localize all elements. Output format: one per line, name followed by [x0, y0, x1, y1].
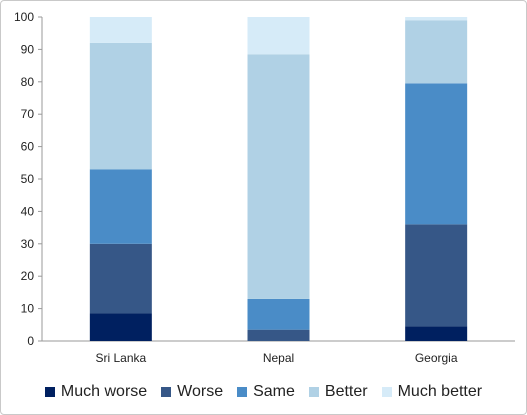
x-axis: Sri Lanka Nepal Georgia	[42, 340, 515, 365]
stacked-bar-chart: 0 10 20 30 40 50 60 70 80 90 100 Sri Lanka Nepal Geo…	[14, 10, 515, 365]
bar-segment-same	[89, 169, 152, 244]
legend-label: Much better	[397, 383, 483, 400]
x-category-label: Sri Lanka	[95, 351, 146, 365]
y-tick-label: 90	[21, 42, 35, 56]
legend-swatch	[308, 387, 319, 397]
y-tick-label: 20	[21, 269, 35, 283]
y-tick-label: 10	[21, 302, 35, 316]
legend-label: Better	[324, 383, 368, 400]
y-tick-label: 0	[27, 334, 34, 348]
legend-item: Much better	[381, 383, 483, 401]
y-axis: 0 10 20 30 40 50 60 70 80 90 100	[14, 10, 43, 348]
bar-segment-worse	[405, 224, 468, 327]
y-tick-label: 30	[21, 237, 35, 251]
legend-swatch	[381, 387, 392, 397]
x-category-label: Nepal	[263, 351, 294, 365]
legend-swatch	[44, 387, 55, 397]
bars	[89, 17, 468, 341]
bar-segment-much-worse	[405, 326, 468, 341]
bar-segment-same	[247, 298, 310, 330]
y-tick-label: 70	[21, 107, 35, 121]
y-tick-label: 80	[21, 75, 35, 89]
y-tick-label: 50	[21, 172, 35, 186]
bar-segment-same	[405, 83, 468, 225]
legend-item: Worse	[161, 383, 223, 401]
bar-segment-worse	[247, 329, 310, 341]
y-tick-label: 40	[21, 204, 35, 218]
legend-item: Better	[308, 383, 368, 401]
bar-segment-much-better	[405, 17, 468, 21]
bar-segment-much-better	[247, 17, 310, 55]
legend-item: Same	[237, 383, 295, 401]
legend: Much worse Worse Same Better Much better	[0, 380, 527, 404]
bar-segment-better	[89, 42, 152, 170]
legend-label: Worse	[177, 383, 224, 400]
legend-item: Much worse	[44, 383, 148, 401]
bar-segment-much-worse	[89, 313, 152, 341]
legend-label: Same	[253, 383, 295, 400]
legend-swatch	[237, 387, 248, 397]
bar-segment-worse	[89, 243, 152, 314]
legend-swatch	[161, 387, 172, 397]
y-tick-label: 60	[21, 140, 35, 154]
bar-segment-better	[405, 20, 468, 84]
x-category-label: Georgia	[415, 351, 458, 365]
legend-label: Much worse	[60, 383, 148, 400]
bar-segment-better	[247, 54, 310, 299]
y-tick-label: 100	[14, 10, 34, 24]
bar-segment-much-better	[89, 17, 152, 43]
